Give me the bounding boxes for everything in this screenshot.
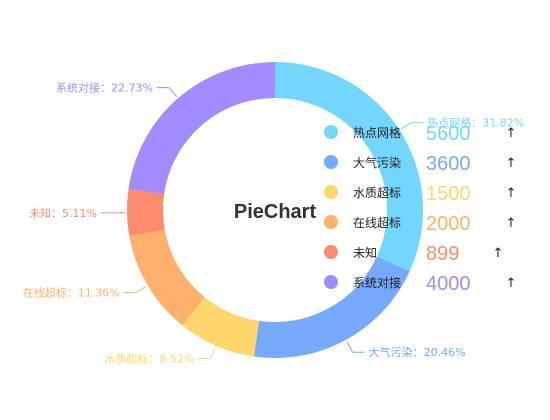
legend-item-3[interactable]: 水质超标 1500 ↑ [324, 183, 516, 205]
leader-line-2 [346, 341, 365, 353]
legend-name-1: 热点网格 [353, 125, 401, 140]
pie-slice-6[interactable] [128, 62, 275, 195]
legend-value-5: 899 [426, 243, 459, 265]
slice-label-2: 大气污染：20.46% [369, 345, 466, 359]
legend-name-5: 未知 [353, 246, 377, 260]
pie-slice-4[interactable] [129, 229, 205, 326]
legend-value-2: 3600 [426, 153, 471, 175]
pie-slice-5[interactable] [127, 188, 165, 237]
legend-value-3: 1500 [426, 183, 471, 205]
legend-marker-6 [324, 275, 338, 289]
slice-label-3: 水质超标：8.52% [104, 352, 194, 366]
leader-line-1 [400, 121, 424, 130]
slice-label-4: 在线超标：11.36% [23, 286, 120, 300]
arrow-up-icon: ↑ [493, 246, 504, 261]
pie-slice-1[interactable] [275, 62, 424, 272]
slice-label-6: 系统对接：22.73% [56, 81, 153, 95]
leader-line-3 [198, 347, 216, 360]
leader-lines-layer [101, 87, 424, 360]
legend-name-3: 水质超标 [353, 185, 401, 200]
pie-slice-2[interactable] [253, 256, 410, 358]
arrow-up-icon: ↑ [506, 156, 517, 171]
chart-title: PieChart [234, 201, 317, 223]
legend-marker-2 [324, 155, 338, 169]
slice-labels-layer: 热点网格：31.82% 大气污染：20.46% 水质超标：8.52% 在线超标：11.… [23, 81, 525, 366]
legend-value-4: 2000 [426, 213, 471, 235]
pie-slice-3[interactable] [182, 297, 260, 357]
legend-marker-5 [324, 245, 338, 259]
leader-line-4 [123, 286, 147, 294]
legend-marker-3 [324, 185, 338, 199]
legend-item-5[interactable]: 未知 899 ↑ [324, 243, 503, 265]
slice-label-5: 未知：5.11% [29, 206, 97, 220]
legend: 热点网格 5600 ↑ 大气污染 3600 ↑ 水质超标 1500 ↑ 在线超标 2000 ↑ 未知 89… [324, 123, 516, 295]
legend-name-4: 在线超标 [353, 215, 401, 230]
legend-marker-1 [324, 125, 338, 139]
legend-item-1[interactable]: 热点网格 5600 ↑ [324, 123, 516, 145]
legend-name-2: 大气污染 [353, 155, 401, 170]
slice-label-1: 热点网格：31.82% [427, 115, 524, 129]
legend-item-4[interactable]: 在线超标 2000 ↑ [324, 213, 516, 235]
legend-marker-4 [324, 215, 338, 229]
legend-value-1: 5600 [426, 123, 471, 145]
arrow-up-icon: ↑ [506, 126, 517, 141]
legend-item-6[interactable]: 系统对接 4000 ↑ [324, 273, 516, 295]
slices-layer [127, 62, 424, 358]
legend-name-6: 系统对接 [353, 275, 401, 290]
legend-value-6: 4000 [426, 273, 471, 295]
arrow-up-icon: ↑ [506, 276, 517, 291]
leader-line-6 [156, 87, 178, 97]
legend-item-2[interactable]: 大气污染 3600 ↑ [324, 153, 516, 175]
arrow-up-icon: ↑ [506, 186, 517, 201]
arrow-up-icon: ↑ [506, 216, 517, 231]
